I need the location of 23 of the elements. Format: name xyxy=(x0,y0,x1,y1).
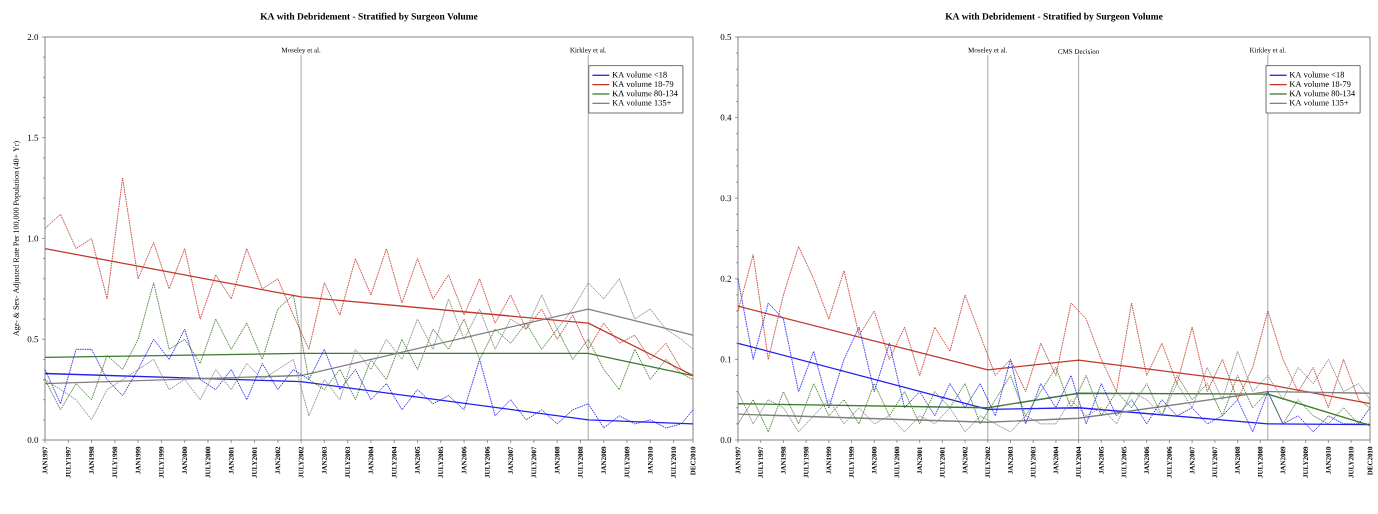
line-series xyxy=(737,278,1371,433)
y-tick-label: 0.2 xyxy=(720,275,731,282)
y-tick-label: 1.5 xyxy=(28,134,39,141)
y-tick-label: 0.0 xyxy=(27,436,39,444)
y-tick-label: 0.5 xyxy=(720,33,732,41)
y-tick-label: 1.0 xyxy=(28,235,39,242)
legend-label: KA volume <18 xyxy=(612,71,667,78)
y-tick-label: 0.0 xyxy=(720,436,732,444)
line-series xyxy=(44,328,694,429)
legend-label: KA volume <18 xyxy=(1289,71,1345,78)
legend-label: KA volume 135+ xyxy=(612,99,671,106)
y-tick-label: 2.0 xyxy=(27,33,39,41)
chart-title: KA with Debridement - Stratified by Surgeon Volume xyxy=(260,12,478,22)
y-tick-label: 0.1 xyxy=(720,356,731,363)
y-tick-label: 0.5 xyxy=(27,336,39,343)
chart-title: KA with Debridement - Stratified by Surgeon Volume xyxy=(945,12,1163,22)
y-tick-label: 0.4 xyxy=(720,114,732,121)
legend-label: KA volume 18-79 xyxy=(1289,80,1351,87)
legend-label: KA volume 80-134 xyxy=(612,90,678,97)
legend-label: KA volume 18-79 xyxy=(612,80,674,87)
y-tick-label: 0.3 xyxy=(720,195,732,202)
legend-label: KA volume 135+ xyxy=(1289,99,1349,106)
legend-label: KA volume 80-134 xyxy=(1289,90,1356,97)
